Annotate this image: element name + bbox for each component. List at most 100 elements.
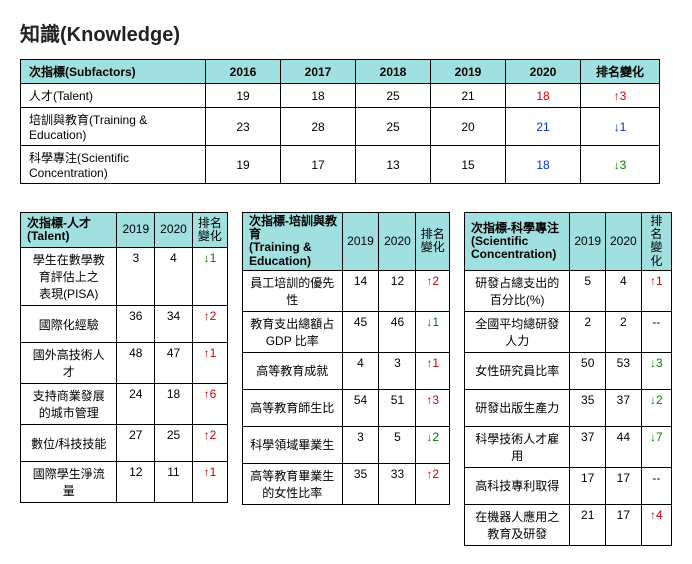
sub-col-header: 排名變化 [416, 213, 450, 271]
rank-change: ↓7 [641, 426, 671, 467]
table-row: 高科技專利取得1717-- [465, 467, 672, 504]
main-table-header: 2020 [506, 60, 581, 84]
table-row: 研發占總支出的百分比(%)54↑1 [465, 270, 672, 311]
rank-change: ↑3 [581, 84, 660, 108]
cell: 20 [431, 108, 506, 146]
cell: 24 [117, 384, 155, 425]
rank-change: ↑2 [416, 270, 450, 311]
row-label: 國外高技術人才 [21, 343, 117, 384]
table-row: 科學領域畢業生35↓2 [243, 426, 450, 463]
rank-change: ↓3 [641, 352, 671, 389]
main-table: 次指標(Subfactors)20162017201820192020排名變化 … [20, 59, 660, 184]
row-label: 高等教育畢業生的女性比率 [243, 463, 343, 504]
cell: 14 [342, 270, 379, 311]
cell: 17 [606, 504, 642, 545]
rank-change: ↑1 [641, 270, 671, 311]
row-label: 高等教育師生比 [243, 389, 343, 426]
cell-2020: 18 [506, 84, 581, 108]
page-title: 知識(Knowledge) [20, 18, 672, 47]
rank-change: ↓2 [641, 389, 671, 426]
cell: 5 [379, 426, 416, 463]
cell: 3 [117, 248, 155, 306]
rank-change: -- [641, 311, 671, 352]
rank-change: ↑1 [416, 352, 450, 389]
table-row: 科學技術人才雇用3744↓7 [465, 426, 672, 467]
cell: 17 [281, 146, 356, 184]
cell: 37 [570, 426, 606, 467]
sub-table-title: 次指標-培訓與教育(Training & Education) [243, 213, 343, 271]
row-label: 全國平均總研發人力 [465, 311, 570, 352]
cell: 23 [206, 108, 281, 146]
main-table-header: 2016 [206, 60, 281, 84]
cell: 5 [570, 270, 606, 311]
cell-2020: 21 [506, 108, 581, 146]
rank-change: ↑2 [192, 425, 227, 462]
table-row: 女性研究員比率5053↓3 [465, 352, 672, 389]
row-label: 科學技術人才雇用 [465, 426, 570, 467]
table-row: 國際學生淨流量1211↑1 [21, 462, 228, 503]
sub-col-header: 2020 [606, 213, 642, 271]
table-row: 員工培訓的優先性1412↑2 [243, 270, 450, 311]
cell: 21 [570, 504, 606, 545]
cell: 50 [570, 352, 606, 389]
row-label: 在機器人應用之教育及研發 [465, 504, 570, 545]
cell: 11 [155, 462, 193, 503]
sub-col-header: 2020 [155, 213, 193, 248]
cell: 51 [379, 389, 416, 426]
rank-change: -- [641, 467, 671, 504]
table-row: 在機器人應用之教育及研發2117↑4 [465, 504, 672, 545]
table-row: 研發出版生產力3537↓2 [465, 389, 672, 426]
cell: 33 [379, 463, 416, 504]
sub-col-header: 2019 [117, 213, 155, 248]
cell: 19 [206, 84, 281, 108]
table-row: 培訓與教育(Training & Education)2328252021↓1 [21, 108, 660, 146]
table-row: 數位/科技技能2725↑2 [21, 425, 228, 462]
cell: 4 [342, 352, 379, 389]
rank-change: ↑1 [192, 343, 227, 384]
cell: 3 [379, 352, 416, 389]
cell: 34 [155, 306, 193, 343]
row-label: 高等教育成就 [243, 352, 343, 389]
row-label: 高科技專利取得 [465, 467, 570, 504]
row-label: 培訓與教育(Training & Education) [21, 108, 206, 146]
sub-table-title: 次指標-科學專注(ScientificConcentration) [465, 213, 570, 271]
rank-change: ↑1 [192, 462, 227, 503]
row-label: 研發占總支出的百分比(%) [465, 270, 570, 311]
cell: 21 [431, 84, 506, 108]
table-row: 國外高技術人才4847↑1 [21, 343, 228, 384]
cell: 17 [606, 467, 642, 504]
table-row: 全國平均總研發人力22-- [465, 311, 672, 352]
cell: 12 [379, 270, 416, 311]
cell: 18 [155, 384, 193, 425]
cell: 35 [570, 389, 606, 426]
cell: 46 [379, 311, 416, 352]
cell: 44 [606, 426, 642, 467]
table-row: 科學專注(Scientific Concentration)1917131518… [21, 146, 660, 184]
row-label: 國際學生淨流量 [21, 462, 117, 503]
cell: 19 [206, 146, 281, 184]
cell: 4 [155, 248, 193, 306]
table-row: 支持商業發展的城市管理2418↑6 [21, 384, 228, 425]
rank-change: ↑4 [641, 504, 671, 545]
cell: 37 [606, 389, 642, 426]
sub-col-header: 排名變化 [641, 213, 671, 271]
row-label: 人才(Talent) [21, 84, 206, 108]
cell: 12 [117, 462, 155, 503]
sub-table: 次指標-培訓與教育(Training & Education)20192020排… [242, 212, 450, 505]
sub-table-title: 次指標-人才(Talent) [21, 213, 117, 248]
row-label: 教育支出總額占 GDP 比率 [243, 311, 343, 352]
cell: 4 [606, 270, 642, 311]
row-label: 科學領域畢業生 [243, 426, 343, 463]
table-row: 高等教育成就43↑1 [243, 352, 450, 389]
row-label: 女性研究員比率 [465, 352, 570, 389]
rank-change: ↓1 [192, 248, 227, 306]
row-label: 學生在數學教育評估上之表現(PISA) [21, 248, 117, 306]
main-table-header: 2018 [356, 60, 431, 84]
row-label: 員工培訓的優先性 [243, 270, 343, 311]
cell: 17 [570, 467, 606, 504]
sub-col-header: 2019 [342, 213, 379, 271]
sub-col-header: 2019 [570, 213, 606, 271]
row-label: 科學專注(Scientific Concentration) [21, 146, 206, 184]
cell: 36 [117, 306, 155, 343]
table-row: 學生在數學教育評估上之表現(PISA)34↓1 [21, 248, 228, 306]
